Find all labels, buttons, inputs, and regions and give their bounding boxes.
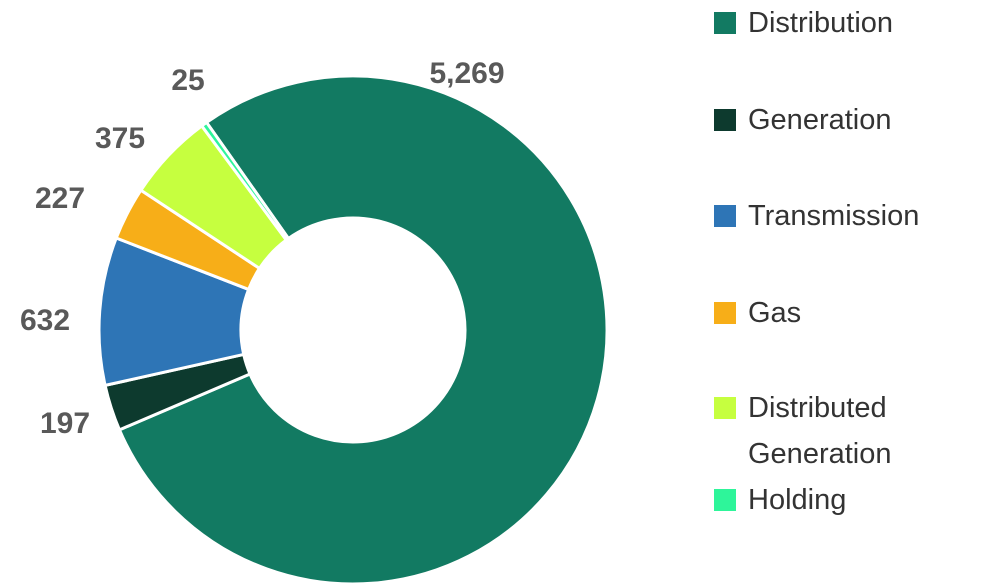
legend-swatch: [714, 397, 736, 419]
legend-entry: Transmission: [714, 193, 958, 239]
legend-label: Distribution: [748, 7, 894, 39]
legend-swatch: [714, 205, 736, 227]
legend-swatch: [714, 489, 736, 511]
data-label: 25: [171, 64, 204, 97]
legend-entry: Distribution: [714, 0, 958, 46]
legend-swatch: [714, 12, 736, 34]
legend-label: Transmission: [748, 200, 920, 232]
donut-slice: [199, 120, 291, 243]
donut-slice: [117, 74, 609, 586]
data-label: 227: [35, 182, 85, 215]
data-label: 632: [20, 304, 70, 337]
legend-entry: Distributed Generation: [714, 385, 958, 477]
legend-entry: Holding: [714, 477, 958, 523]
legend-swatch: [714, 109, 736, 131]
legend-label: Generation: [748, 104, 892, 136]
data-label: 197: [40, 407, 90, 440]
legend-swatch: [714, 302, 736, 324]
chart: 5,269 197 632 227 375 25: [20, 57, 609, 586]
legend-label: Distributed Generation: [748, 392, 892, 470]
legend-label: Holding: [748, 484, 847, 516]
data-label: 375: [95, 122, 145, 155]
data-label: 5,269: [429, 57, 504, 90]
legend-label: Gas: [748, 297, 802, 329]
legend-entry: Gas: [714, 290, 958, 336]
legend-entry: Generation: [714, 97, 958, 143]
